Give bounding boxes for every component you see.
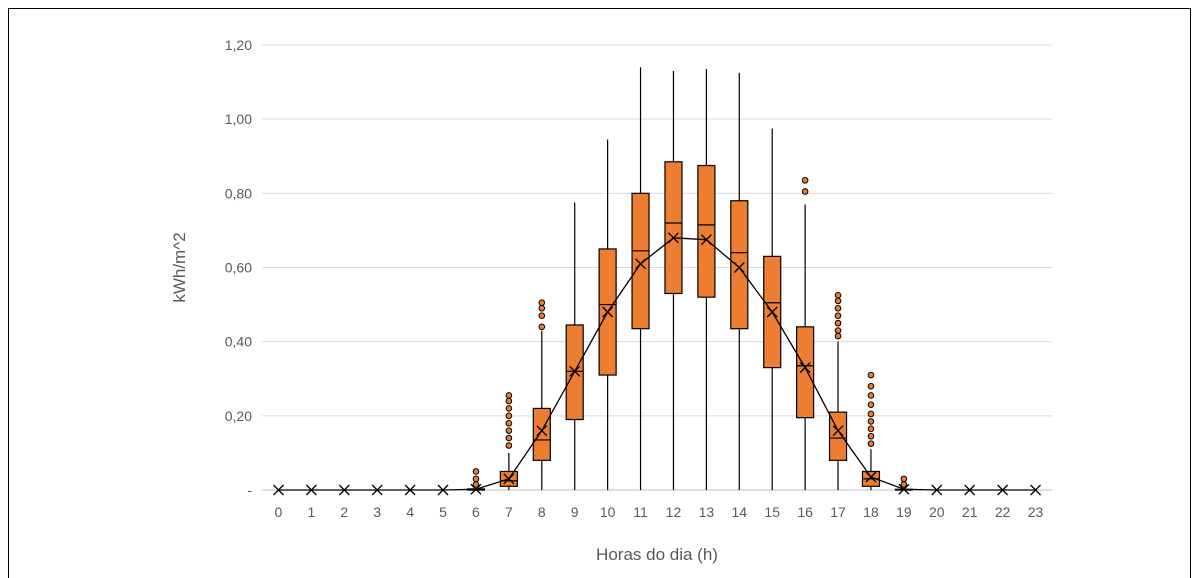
outlier-point — [801, 177, 809, 184]
gridlines — [262, 44, 1052, 491]
x-tick-label: 1 — [307, 504, 315, 520]
x-tick-label: 12 — [666, 504, 682, 520]
outlier-point — [867, 401, 875, 409]
box-iqr — [730, 200, 749, 330]
box-hour-19 — [894, 475, 913, 495]
x-tick-label: 10 — [600, 504, 616, 520]
y-axis-ticks: - 0,20 0,40 0,60 0,80 1,00 1,20 — [225, 37, 253, 498]
box-iqr — [532, 407, 551, 461]
outlier-point — [472, 475, 480, 483]
x-tick-label: 8 — [538, 504, 546, 520]
outlier-point — [834, 327, 842, 334]
x-tick-label: 7 — [505, 504, 513, 520]
y-tick-label: 0,20 — [225, 408, 252, 424]
box-hour-16 — [796, 177, 815, 490]
outlier-point — [505, 427, 513, 434]
y-tick-label: 0,80 — [225, 185, 252, 201]
y-tick-label: 1,00 — [225, 111, 252, 127]
outlier-point — [867, 418, 875, 425]
box-hour-11 — [631, 67, 650, 490]
outlier-point — [867, 410, 875, 418]
box-iqr — [631, 192, 650, 330]
outlier-point — [867, 425, 875, 433]
x-tick-label: 14 — [732, 504, 748, 520]
x-tick-label: 3 — [373, 504, 381, 520]
y-tick-label: 0,60 — [225, 260, 252, 276]
outlier-point — [538, 323, 546, 331]
outlier-point — [505, 397, 513, 405]
x-tick-label: 2 — [340, 504, 348, 520]
outlier-point — [801, 188, 809, 195]
outlier-point — [834, 312, 842, 320]
boxes — [272, 67, 1042, 496]
outlier-point — [867, 371, 875, 379]
box-hour-18 — [861, 371, 881, 490]
x-axis-title: Horas do dia (h) — [596, 545, 718, 564]
y-tick-label: - — [247, 482, 252, 498]
x-tick-label: 19 — [896, 504, 912, 520]
outlier-point — [505, 434, 513, 442]
box-iqr — [796, 326, 815, 419]
outlier-point — [867, 440, 875, 447]
box-hour-17 — [828, 292, 848, 490]
x-tick-label: 6 — [472, 504, 480, 520]
x-tick-label: 23 — [1028, 504, 1044, 520]
mean-polyline — [278, 237, 1036, 491]
box-hour-6 — [466, 468, 486, 495]
outlier-point — [867, 382, 875, 390]
x-tick-label: 0 — [275, 504, 283, 520]
box-hour-14 — [730, 72, 749, 490]
outlier-point — [834, 319, 842, 327]
y-tick-label: 1,20 — [225, 37, 252, 53]
x-tick-label: 11 — [633, 504, 648, 520]
y-tick-label: 0,40 — [225, 334, 252, 350]
outlier-point — [900, 475, 908, 483]
box-hour-10 — [598, 139, 617, 490]
outlier-point — [505, 419, 513, 427]
x-tick-label: 16 — [797, 504, 813, 520]
box-hour-9 — [565, 202, 584, 490]
x-tick-label: 17 — [830, 504, 846, 520]
outlier-point — [834, 304, 842, 312]
outlier-point — [505, 412, 513, 420]
x-tick-label: 5 — [439, 504, 447, 520]
box-hour-7 — [499, 392, 518, 490]
outlier-point — [505, 405, 513, 412]
box-hour-12 — [664, 70, 683, 490]
outlier-point — [834, 292, 842, 299]
x-tick-label: 13 — [699, 504, 715, 520]
outlier-point — [538, 304, 546, 312]
x-tick-label: 4 — [406, 504, 414, 520]
outlier-point — [834, 297, 842, 305]
outlier-point — [538, 312, 546, 320]
outlier-point — [834, 332, 842, 340]
x-tick-label: 15 — [764, 504, 780, 520]
box-hour-15 — [763, 128, 782, 490]
outlier-point — [505, 442, 513, 449]
box-iqr — [697, 164, 716, 298]
x-tick-label: 9 — [571, 504, 579, 520]
box-iqr — [664, 161, 683, 295]
box-hour-8 — [532, 299, 551, 490]
mean-line — [278, 237, 1036, 491]
x-tick-label: 22 — [995, 504, 1011, 520]
outlier-point — [538, 299, 546, 307]
outlier-point — [867, 432, 875, 440]
outlier-point — [505, 392, 513, 399]
y-axis-title: kWh/m^2 — [170, 232, 189, 302]
x-tick-label: 21 — [962, 504, 978, 520]
box-iqr — [828, 411, 848, 461]
outlier-point — [472, 468, 480, 475]
outlier-point — [867, 392, 875, 399]
x-tick-label: 18 — [863, 504, 879, 520]
x-tick-label: 20 — [929, 504, 945, 520]
x-axis-ticks: 0 1 2 3 4 5 6 7 8 9 10 11 12 13 14 15 16 17 18 19 20 21 22 23 — [275, 504, 1044, 520]
box-hour-13 — [697, 69, 716, 490]
